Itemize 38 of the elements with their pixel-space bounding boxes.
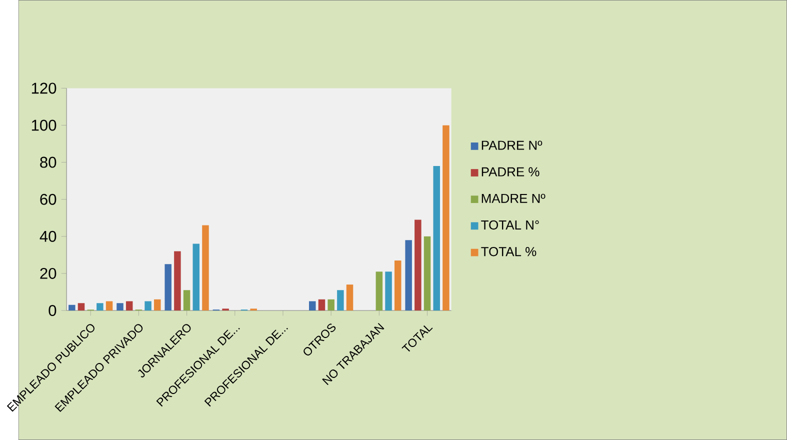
bar bbox=[414, 220, 422, 310]
bar bbox=[126, 301, 133, 310]
bar bbox=[174, 251, 181, 310]
bar bbox=[68, 304, 76, 310]
bar bbox=[96, 303, 104, 310]
bar bbox=[144, 301, 152, 310]
y-tick-label: 20 bbox=[40, 268, 56, 279]
bar bbox=[192, 244, 200, 310]
bar bbox=[394, 260, 402, 310]
y-tick-label: 40 bbox=[40, 230, 56, 242]
bar bbox=[328, 299, 334, 310]
bar bbox=[309, 301, 316, 310]
legend-label: MADRE Nº bbox=[482, 194, 546, 203]
bar bbox=[106, 301, 113, 310]
y-tick-label: 80 bbox=[40, 156, 56, 168]
legend-label: PADRE % bbox=[482, 167, 540, 176]
bar bbox=[405, 240, 412, 310]
y-tick-label: 0 bbox=[48, 304, 56, 316]
y-tick-label: 60 bbox=[40, 194, 56, 205]
bar bbox=[376, 272, 383, 310]
bar bbox=[442, 125, 450, 310]
bar bbox=[116, 303, 124, 310]
legend-label: TOTAL % bbox=[481, 247, 536, 256]
bar bbox=[183, 290, 190, 310]
bar bbox=[78, 303, 85, 310]
bar bbox=[318, 299, 326, 310]
bar bbox=[346, 284, 354, 310]
bar bbox=[433, 166, 440, 310]
bar bbox=[424, 236, 431, 310]
bar bbox=[385, 272, 392, 310]
legend-label: TOTAL N° bbox=[481, 220, 539, 230]
bar bbox=[202, 225, 209, 310]
legend-label: PADRE Nº bbox=[482, 140, 542, 150]
bar bbox=[337, 290, 344, 310]
y-tick-label: 100 bbox=[32, 120, 56, 131]
bar bbox=[154, 299, 161, 310]
y-tick-label: 120 bbox=[32, 82, 56, 94]
bar bbox=[164, 264, 172, 310]
